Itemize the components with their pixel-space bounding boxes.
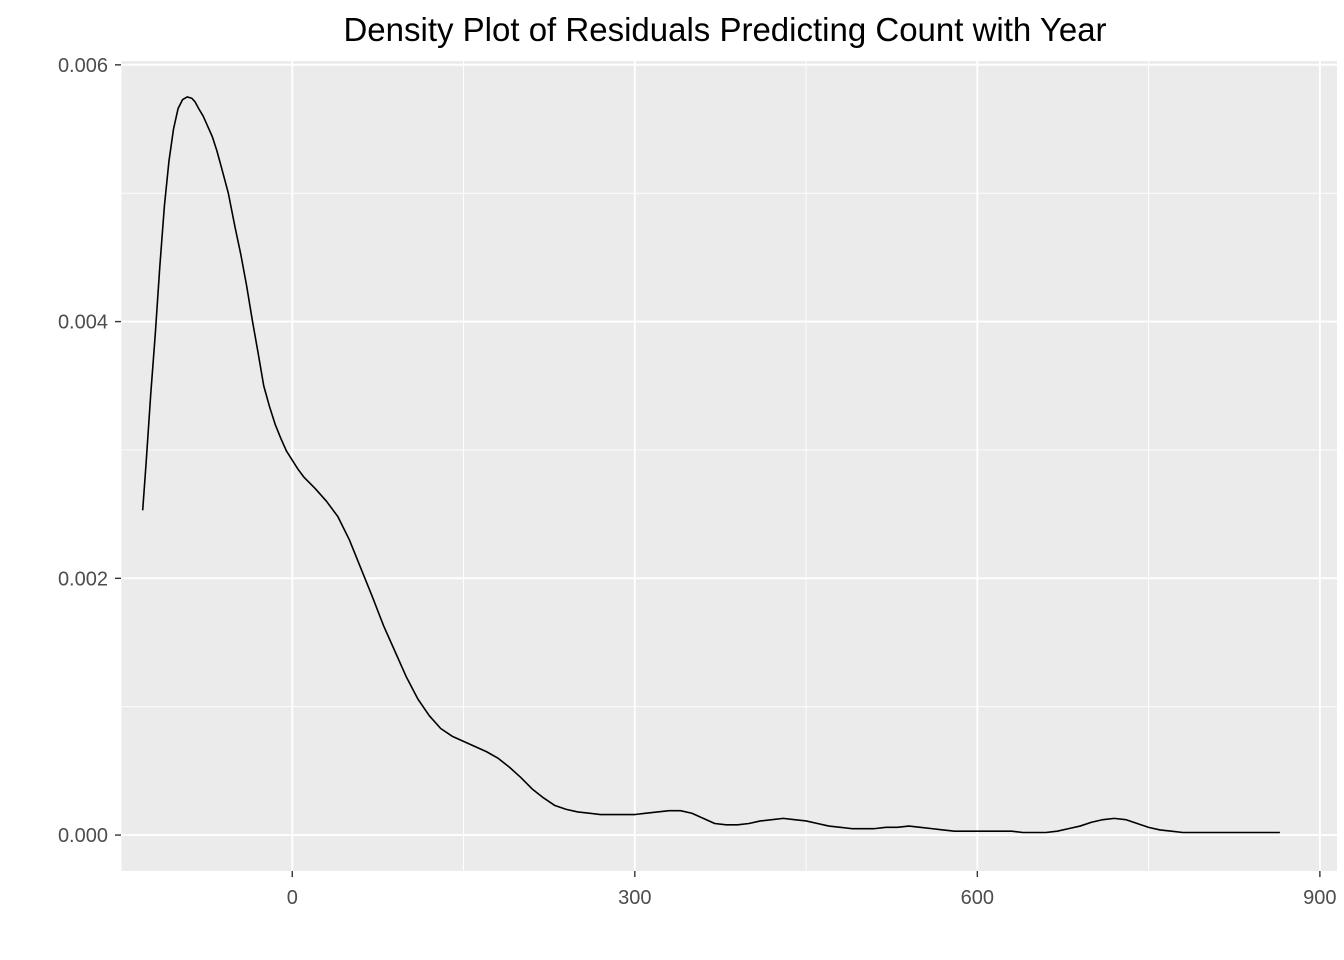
y-tick-label: 0.006 (58, 55, 108, 77)
y-tick-label: 0.002 (58, 568, 108, 590)
y-axis: 0.000 0.002 0.004 0.006 (58, 55, 121, 847)
plot-panel (121, 61, 1337, 871)
chart-title: Density Plot of Residuals Predicting Cou… (343, 11, 1106, 48)
y-tick-label: 0.004 (58, 312, 108, 334)
grid-major (121, 61, 1337, 871)
x-tick-label: 900 (1303, 887, 1336, 909)
x-tick-label: 600 (961, 887, 994, 909)
x-tick-label: 0 (287, 887, 298, 909)
y-tick-label: 0.000 (58, 825, 108, 847)
grid-minor (120, 61, 1337, 871)
density-line (141, 96, 1280, 834)
x-axis: 0 300 600 900 (287, 871, 1337, 909)
x-tick-label: 300 (618, 887, 651, 909)
